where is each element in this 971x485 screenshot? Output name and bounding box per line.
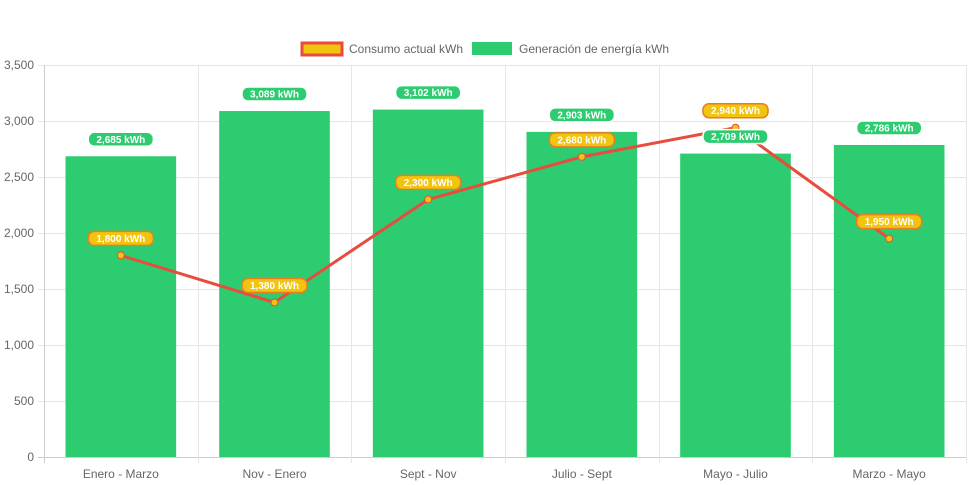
line-data-label-bg: [241, 277, 308, 294]
bar-generacion: [833, 144, 945, 457]
bar-generacion: [65, 156, 177, 457]
bar-data-label-bg: [241, 86, 308, 102]
bar-data-label: 3,089 kWh: [250, 90, 299, 101]
x-tick-label: Mayo - Julio: [703, 467, 768, 481]
line-data-label-bg: [855, 213, 923, 230]
x-tick-label: Nov - Enero: [242, 467, 306, 481]
point-consumo: [116, 251, 125, 260]
y-tick-label: 3,000: [4, 114, 34, 128]
bar-generacion: [372, 109, 484, 458]
line-data-label: 2,680 kWh: [557, 135, 606, 146]
line-data-label-bg: [87, 230, 155, 247]
x-tick-label: Sept - Nov: [400, 467, 457, 481]
bar-generacion: [680, 153, 791, 458]
line-data-label: 1,800 kWh: [96, 234, 145, 245]
x-tick-label: Julio - Sept: [552, 467, 613, 481]
x-tick-label: Marzo - Mayo: [852, 467, 926, 481]
y-tick-label: 3,500: [4, 58, 34, 72]
y-tick-label: 500: [14, 394, 34, 408]
y-tick-label: 1,000: [4, 338, 34, 352]
legend-label-consumo: Consumo actual kWh: [349, 42, 463, 56]
line-consumo: [120, 126, 891, 304]
legend-swatch-consumo: [300, 41, 344, 57]
bar-data-label-bg: [702, 128, 769, 145]
y-tick-label: 1,500: [4, 282, 34, 296]
point-consumo: [577, 152, 586, 161]
line-data-label: 1,950 kWh: [865, 217, 914, 228]
bar-generacion: [526, 131, 638, 457]
y-tick-label: 2,000: [4, 226, 34, 240]
line-data-label-bg: [394, 174, 462, 191]
bar-data-label: 2,709 kWh: [711, 132, 760, 143]
legend-label-generacion: Generación de energía kWh: [519, 42, 669, 56]
bar-data-label-bg: [548, 107, 616, 123]
bar-data-label-bg: [87, 131, 155, 148]
y-tick-label: 2,500: [4, 170, 34, 184]
point-consumo: [270, 298, 279, 307]
bar-data-label: 3,102 kWh: [404, 88, 453, 99]
line-data-label: 1,380 kWh: [250, 281, 299, 292]
point-consumo: [424, 195, 433, 204]
y-tick-label: 0: [27, 450, 34, 464]
bar-data-label: 2,903 kWh: [557, 110, 606, 121]
bar-data-label-bg: [855, 120, 923, 136]
point-consumo: [885, 234, 894, 243]
legend-swatch-generacion: [472, 42, 512, 55]
line-data-label: 2,940 kWh: [711, 106, 760, 117]
bar-data-label: 2,685 kWh: [96, 135, 145, 146]
bar-data-label: 2,786 kWh: [865, 123, 914, 134]
line-data-label-bg: [702, 102, 769, 119]
line-data-label-bg: [548, 132, 616, 148]
line-data-label: 2,300 kWh: [404, 178, 453, 189]
x-tick-label: Enero - Marzo: [83, 467, 159, 481]
bar-data-label-bg: [394, 84, 462, 101]
